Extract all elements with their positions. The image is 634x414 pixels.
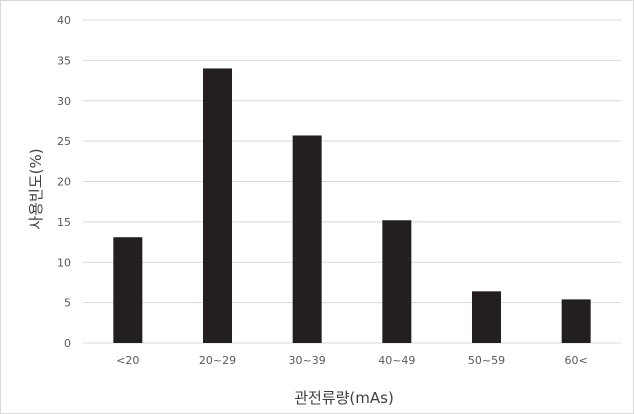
x-axis-title: 관전류량(mAs) [294,389,394,407]
y-tick-label: 10 [57,256,71,269]
bar [472,291,501,343]
y-tick-label: 30 [57,95,71,108]
bar [561,299,591,343]
y-tick-label: 25 [57,135,71,148]
x-tick-label: 60< [565,354,588,367]
x-axis-ticks: <20 20~29 30~39 40~49 50~59 60< [116,354,588,367]
bar [382,220,412,343]
y-tick-label: 15 [57,216,71,229]
x-tick-label: <20 [116,354,139,367]
y-tick-label: 0 [64,337,71,350]
bar [292,135,322,343]
x-tick-label: 30~39 [289,354,326,367]
y-axis-title: 사용빈도(%) [27,148,45,229]
bar [203,68,232,343]
x-tick-label: 20~29 [199,354,236,367]
y-tick-label: 35 [57,54,71,67]
y-tick-label: 20 [57,176,71,189]
y-axis-ticks: 0 5 10 15 20 25 30 35 40 [57,14,71,350]
y-tick-label: 40 [57,14,71,27]
bars [113,68,591,343]
x-tick-label: 40~49 [378,354,415,367]
bar [113,237,143,343]
gridlines [83,19,621,344]
y-tick-label: 5 [64,297,71,310]
x-tick-label: 50~59 [468,354,505,367]
